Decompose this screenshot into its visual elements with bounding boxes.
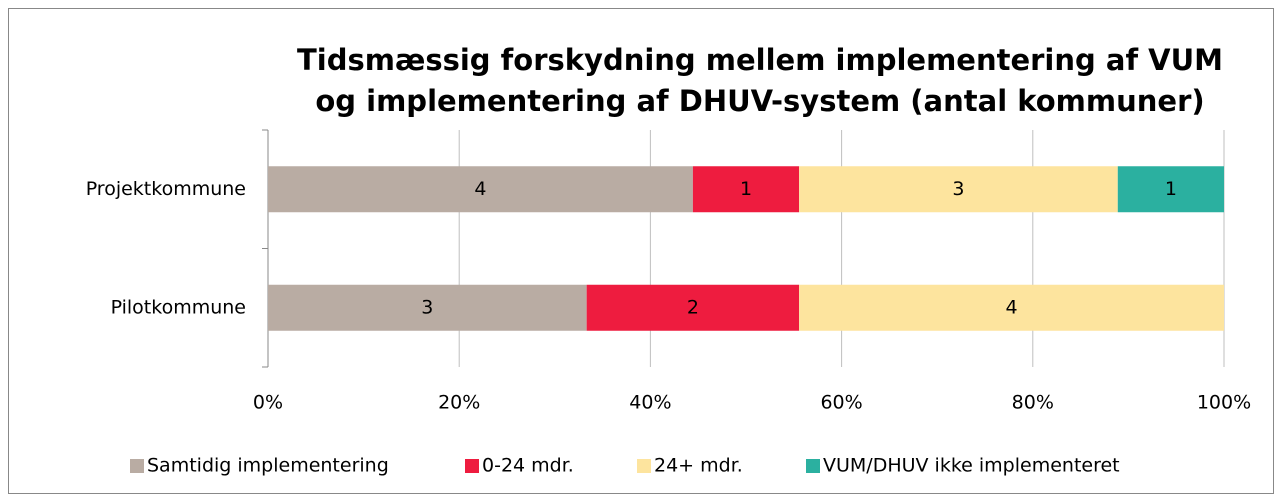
x-tick-label: 100% xyxy=(1197,392,1251,414)
data-label: 4 xyxy=(1006,296,1018,318)
bar-segment xyxy=(268,166,693,213)
x-tick-label: 0% xyxy=(253,392,283,414)
data-label: 1 xyxy=(740,178,752,200)
x-tick-label: 20% xyxy=(438,392,480,414)
y-tick-label: Pilotkommune xyxy=(111,296,246,318)
legend-swatch xyxy=(130,459,144,473)
x-tick-label: 80% xyxy=(1012,392,1054,414)
chart-border xyxy=(8,8,1274,494)
bar-segment xyxy=(1117,166,1224,213)
data-label: 3 xyxy=(421,296,433,318)
chart-title: og implementering af DHUV-system (antal … xyxy=(315,84,1204,118)
legend-swatch xyxy=(806,459,820,473)
data-label: 1 xyxy=(1165,178,1177,200)
bar-segment xyxy=(586,284,800,331)
x-tick-label: 40% xyxy=(629,392,671,414)
x-tick-label: 60% xyxy=(820,392,862,414)
legend-label: VUM/DHUV ikke implementeret xyxy=(823,455,1120,477)
bar-segment xyxy=(799,284,1224,331)
data-label: 3 xyxy=(952,178,964,200)
bar-segment xyxy=(268,284,587,331)
legend-label: 24+ mdr. xyxy=(654,455,743,477)
bar-segment xyxy=(692,166,800,213)
data-label: 2 xyxy=(687,296,699,318)
chart-title: Tidsmæssig forskydning mellem implemente… xyxy=(297,43,1223,77)
y-tick-label: Projektkommune xyxy=(86,178,246,200)
legend-label: 0-24 mdr. xyxy=(482,455,574,477)
bar-segment xyxy=(799,166,1118,213)
data-label: 4 xyxy=(474,178,486,200)
legend-swatch xyxy=(637,459,651,473)
legend-swatch xyxy=(465,459,479,473)
legend-label: Samtidig implementering xyxy=(147,455,389,477)
